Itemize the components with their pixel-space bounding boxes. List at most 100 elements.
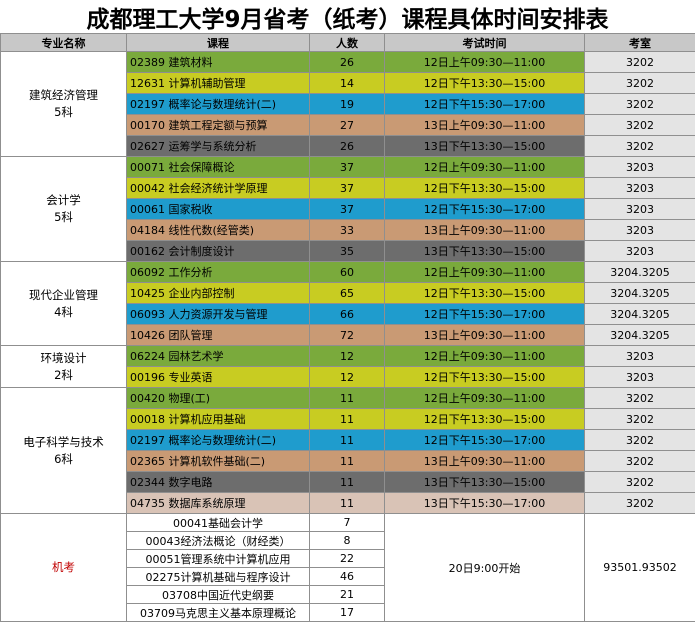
exam-time: 12日下午15:30—17:00 xyxy=(385,199,585,220)
student-count: 66 xyxy=(310,304,385,325)
exam-room: 3202 xyxy=(585,493,695,514)
machine-count: 22 xyxy=(310,550,385,568)
course-code: 12631 xyxy=(130,77,165,90)
exam-room: 3204.3205 xyxy=(585,304,695,325)
major-course-count: 5科 xyxy=(1,209,126,226)
course-name: 建筑材料 xyxy=(169,56,213,69)
course-name: 计算机应用基础 xyxy=(169,413,246,426)
student-count: 11 xyxy=(310,409,385,430)
course-code: 02344 xyxy=(130,476,165,489)
exam-time: 13日下午15:30—17:00 xyxy=(385,493,585,514)
course-code: 02365 xyxy=(130,455,165,468)
exam-time: 13日上午09:30—11:00 xyxy=(385,115,585,136)
course-code: 00042 xyxy=(130,182,165,195)
student-count: 33 xyxy=(310,220,385,241)
student-count: 27 xyxy=(310,115,385,136)
course-name: 概率论与数理统计(二) xyxy=(169,434,277,447)
exam-time: 13日上午09:30—11:00 xyxy=(385,220,585,241)
header-major: 专业名称 xyxy=(1,34,127,52)
course-cell: 00420 物理(工) xyxy=(127,388,310,409)
exam-room: 3202 xyxy=(585,73,695,94)
course-name: 园林艺术学 xyxy=(169,350,224,363)
exam-time: 12日上午09:30—11:00 xyxy=(385,157,585,178)
student-count: 11 xyxy=(310,472,385,493)
course-cell: 10426 团队管理 xyxy=(127,325,310,346)
major-name: 建筑经济管理 xyxy=(1,87,126,104)
exam-room: 3202 xyxy=(585,409,695,430)
course-code: 06224 xyxy=(130,350,165,363)
exam-time: 12日下午13:30—15:00 xyxy=(385,178,585,199)
course-cell: 02197 概率论与数理统计(二) xyxy=(127,430,310,451)
student-count: 37 xyxy=(310,178,385,199)
course-code: 02197 xyxy=(130,434,165,447)
course-name: 团队管理 xyxy=(169,329,213,342)
exam-room: 3203 xyxy=(585,199,695,220)
header-time: 考试时间 xyxy=(385,34,585,52)
course-cell: 00061 国家税收 xyxy=(127,199,310,220)
course-code: 00170 xyxy=(130,119,165,132)
student-count: 37 xyxy=(310,157,385,178)
course-cell: 10425 企业内部控制 xyxy=(127,283,310,304)
course-cell: 04184 线性代数(经管类) xyxy=(127,220,310,241)
machine-course: 03709马克思主义基本原理概论 xyxy=(127,604,310,622)
exam-time: 12日下午15:30—17:00 xyxy=(385,94,585,115)
exam-room: 3203 xyxy=(585,178,695,199)
exam-room: 3203 xyxy=(585,346,695,367)
exam-room: 3203 xyxy=(585,241,695,262)
exam-room: 3202 xyxy=(585,430,695,451)
header-row: 专业名称 课程 人数 考试时间 考室 xyxy=(1,34,695,52)
page-title: 成都理工大学9月省考（纸考）课程具体时间安排表 xyxy=(0,0,695,33)
course-name: 计算机软件基础(二) xyxy=(169,455,266,468)
student-count: 26 xyxy=(310,136,385,157)
exam-time: 12日下午13:30—15:00 xyxy=(385,409,585,430)
course-name: 建筑工程定额与预算 xyxy=(169,119,268,132)
course-name: 数据库系统原理 xyxy=(169,497,246,510)
course-code: 06092 xyxy=(130,266,165,279)
machine-exam-label: 机考 xyxy=(1,514,127,622)
course-name: 线性代数(经管类) xyxy=(169,224,255,237)
exam-time: 12日下午13:30—15:00 xyxy=(385,283,585,304)
exam-room: 3204.3205 xyxy=(585,262,695,283)
machine-count: 21 xyxy=(310,586,385,604)
course-code: 06093 xyxy=(130,308,165,321)
course-name: 工作分析 xyxy=(169,266,213,279)
major-name: 会计学 xyxy=(1,192,126,209)
major-name: 电子科学与技术 xyxy=(1,434,126,451)
exam-time: 13日下午13:30—15:00 xyxy=(385,136,585,157)
machine-count: 8 xyxy=(310,532,385,550)
machine-time: 20日9:00开始 xyxy=(385,514,585,622)
student-count: 11 xyxy=(310,493,385,514)
student-count: 19 xyxy=(310,94,385,115)
course-code: 00162 xyxy=(130,245,165,258)
student-count: 26 xyxy=(310,52,385,73)
course-code: 00061 xyxy=(130,203,165,216)
course-cell: 02344 数字电路 xyxy=(127,472,310,493)
exam-time: 12日上午09:30—11:00 xyxy=(385,388,585,409)
course-code: 00420 xyxy=(130,392,165,405)
student-count: 60 xyxy=(310,262,385,283)
exam-room: 3203 xyxy=(585,220,695,241)
exam-room: 3202 xyxy=(585,136,695,157)
machine-course: 00041基础会计学 xyxy=(127,514,310,532)
course-name: 人力资源开发与管理 xyxy=(169,308,268,321)
course-name: 数字电路 xyxy=(169,476,213,489)
machine-course: 00051管理系统中计算机应用 xyxy=(127,550,310,568)
exam-room: 3202 xyxy=(585,52,695,73)
exam-time: 13日上午09:30—11:00 xyxy=(385,325,585,346)
exam-time: 12日上午09:30—11:00 xyxy=(385,262,585,283)
course-name: 企业内部控制 xyxy=(169,287,235,300)
student-count: 12 xyxy=(310,346,385,367)
student-count: 65 xyxy=(310,283,385,304)
course-cell: 06093 人力资源开发与管理 xyxy=(127,304,310,325)
student-count: 72 xyxy=(310,325,385,346)
exam-room: 3202 xyxy=(585,94,695,115)
course-name: 社会经济统计学原理 xyxy=(169,182,268,195)
